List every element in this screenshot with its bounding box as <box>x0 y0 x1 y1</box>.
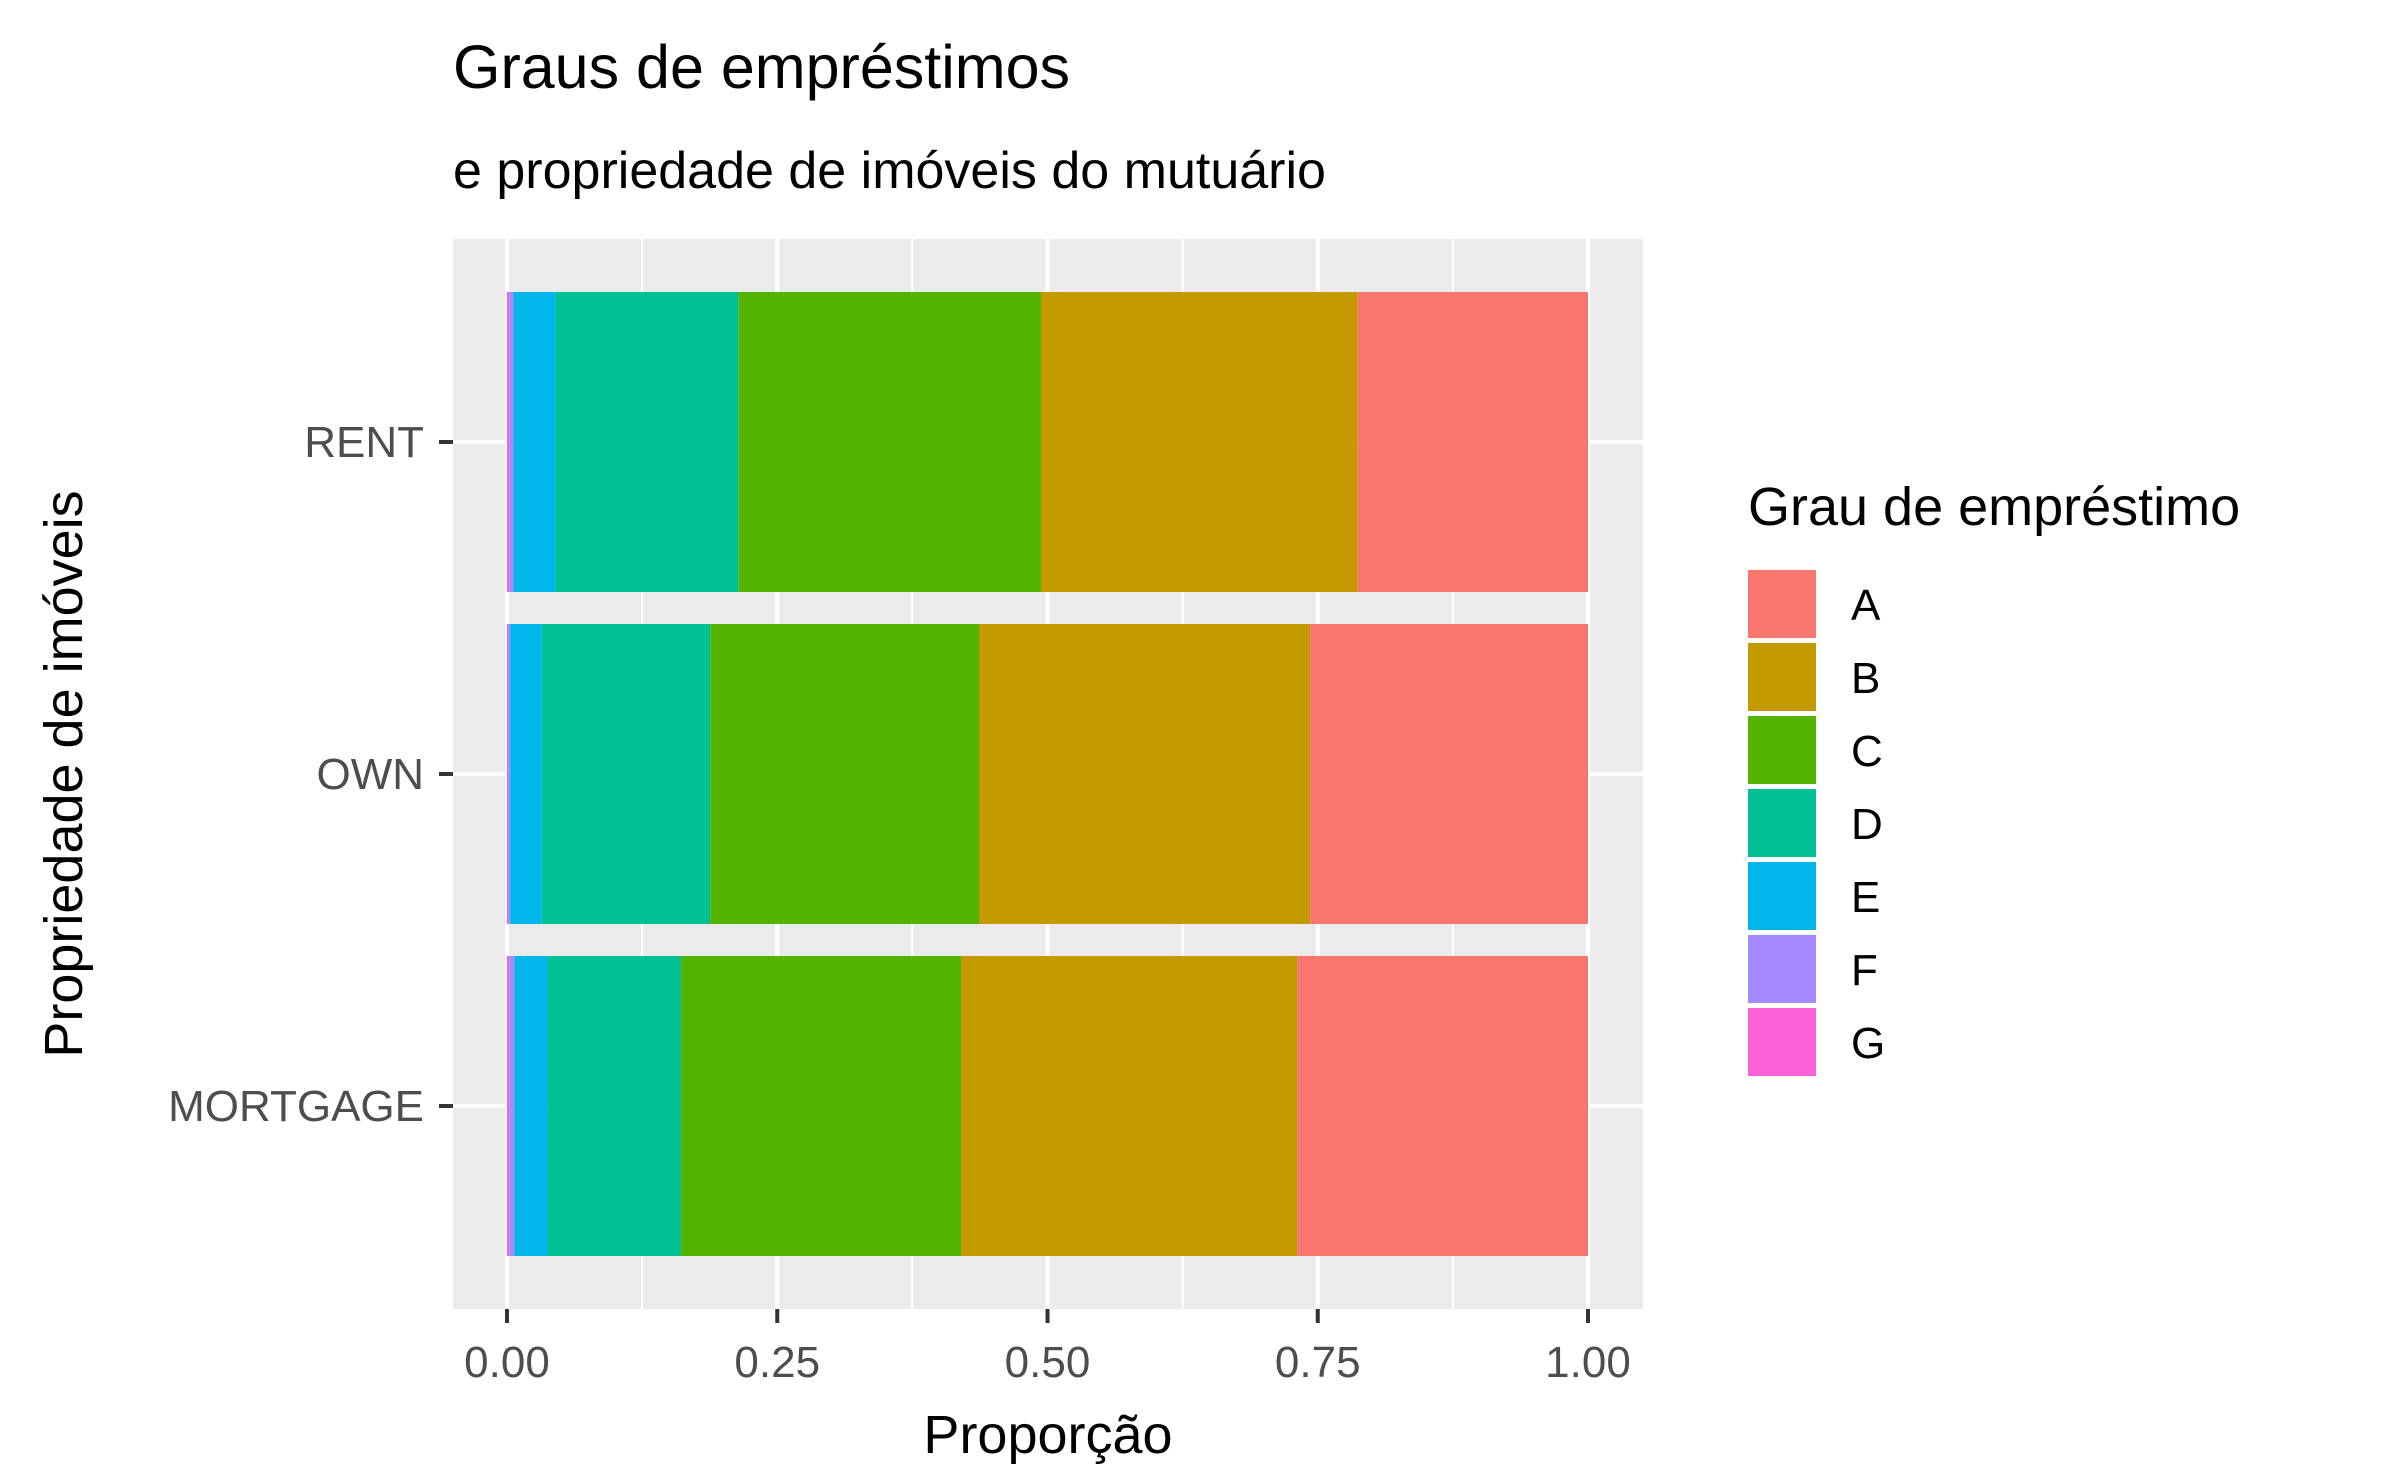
y-tick-label: MORTGAGE <box>168 1082 424 1131</box>
legend-label-d: D <box>1851 800 1883 849</box>
bar-segment-own-e <box>510 624 542 924</box>
bar-segment-rent-b <box>1041 292 1358 592</box>
bar-segment-mortgage-d <box>548 956 682 1256</box>
chart-subtitle: e propriedade de imóveis do mutuário <box>453 142 1326 200</box>
legend-label-g: G <box>1851 1019 1885 1068</box>
bar-segment-own-a <box>1310 624 1588 924</box>
legend-label-f: F <box>1851 946 1878 995</box>
bar-segment-rent-f <box>509 292 514 592</box>
x-tick-label: 0.25 <box>734 1338 820 1387</box>
x-tick-label: 1.00 <box>1545 1338 1631 1387</box>
bar-segment-mortgage-f <box>509 956 515 1256</box>
x-tick-label: 0.00 <box>464 1338 550 1387</box>
bar-segment-rent-d <box>555 292 739 592</box>
y-axis: RENT OWN MORTGAGE <box>168 418 453 1131</box>
bar-segment-mortgage-a <box>1297 956 1588 1256</box>
bar-segment-mortgage-e <box>514 956 549 1256</box>
bar-segment-mortgage-b <box>961 956 1298 1256</box>
bar-segment-rent-c <box>738 292 1042 592</box>
bar-segment-own-g <box>507 624 509 924</box>
x-axis: 0.00 0.25 0.50 0.75 1.00 <box>464 1309 1631 1387</box>
y-tick-label: RENT <box>304 418 424 467</box>
legend-label-c: C <box>1851 727 1883 776</box>
y-tick-label: OWN <box>316 750 424 799</box>
bar-segment-own-b <box>979 624 1311 924</box>
bar-segment-mortgage-c <box>681 956 962 1256</box>
bar-segment-own-f <box>508 624 511 924</box>
bar-segment-own-d <box>541 624 711 924</box>
x-axis-title: Proporção <box>923 1405 1172 1465</box>
x-tick-label: 0.75 <box>1275 1338 1361 1387</box>
legend-label-a: A <box>1851 581 1881 630</box>
legend-key-c <box>1748 716 1816 784</box>
bars <box>507 292 1588 1256</box>
bar-segment-rent-e <box>513 292 556 592</box>
legend-key-e <box>1748 862 1816 930</box>
legend-label-b: B <box>1851 654 1880 703</box>
legend-key-d <box>1748 789 1816 857</box>
bar-segment-rent-a <box>1357 292 1588 592</box>
legend-key-b <box>1748 643 1816 711</box>
bar-segment-own-c <box>710 624 980 924</box>
y-axis-title: Propriedade de imóveis <box>34 490 94 1057</box>
bar-segment-mortgage-g <box>507 956 510 1256</box>
bar-segment-rent-g <box>507 292 510 592</box>
x-tick-label: 0.50 <box>1005 1338 1091 1387</box>
legend-key-g <box>1748 1008 1816 1076</box>
legend-key-a <box>1748 570 1816 638</box>
legend-key-f <box>1748 935 1816 1003</box>
legend-title: Grau de empréstimo <box>1748 477 2240 537</box>
legend-label-e: E <box>1851 873 1880 922</box>
chart-title: Graus de empréstimos <box>453 33 1070 101</box>
